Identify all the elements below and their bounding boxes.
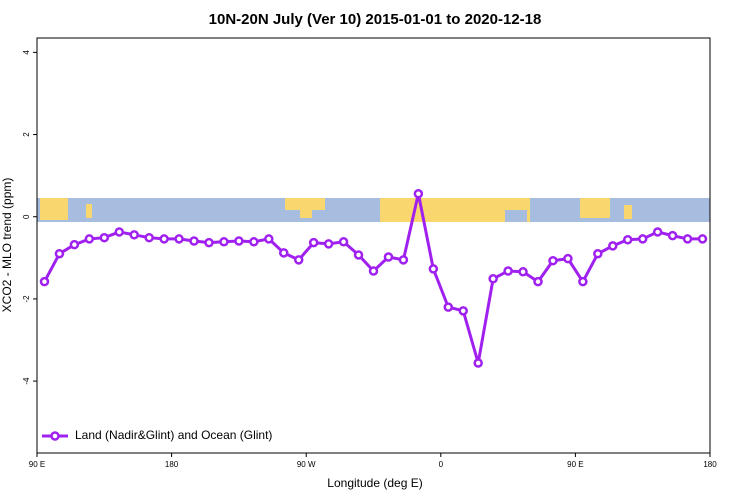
plot-frame [36,37,711,454]
point [84,234,95,244]
point [413,188,424,199]
point [234,236,244,246]
map-strip [37,198,710,222]
y-tick-label: -4 [22,377,31,385]
point [249,237,259,247]
legend-label: Land (Nadir&Glint) and Ocean (Glint) [75,428,272,442]
x-tick-label: 90 E [567,460,583,469]
point [458,306,468,316]
x-axis-label: Longitude (deg E) [327,476,422,490]
point [697,234,708,244]
y-tick-label: -2 [22,295,31,303]
point [99,232,110,243]
point [593,248,603,259]
point [174,234,184,244]
point [69,239,80,250]
point [264,234,274,244]
x-tick-label: 180 [703,460,717,469]
point [533,276,543,287]
point [54,248,65,259]
point [129,230,139,240]
point [473,358,483,368]
point [563,253,573,264]
point [578,276,588,287]
chart-title: 10N-20N July (Ver 10) 2015-01-01 to 2020… [209,11,542,28]
y-axis-label: XCO2 - MLO trend (ppm) [0,178,14,313]
point [548,255,558,266]
point [518,267,528,277]
point [608,241,618,251]
legend-marker [50,431,60,441]
point [39,276,50,287]
point [652,227,663,237]
point [204,237,214,248]
point [323,239,334,249]
point [428,264,439,274]
x-tick-label: 0 [439,460,444,469]
point [293,255,304,265]
point [637,234,648,244]
point [667,230,678,241]
point [488,274,498,284]
point [398,255,409,265]
point [353,250,364,260]
x-tick-label: 180 [165,460,179,469]
point [622,234,633,245]
point [279,248,289,258]
y-tick-label: 0 [22,214,31,219]
point [338,237,349,247]
x-tick-label: 90 W [297,460,316,469]
point [159,234,169,244]
y-tick-label: 2 [22,132,31,137]
point [144,232,154,243]
point [189,236,199,246]
point [383,252,394,262]
x-tick-label: 90 E [29,460,45,469]
point [443,302,454,312]
point [682,234,693,244]
point [368,266,379,276]
point [503,266,513,276]
point [219,237,229,247]
y-tick-label: 4 [22,50,31,55]
point [114,227,125,237]
point [308,237,319,248]
